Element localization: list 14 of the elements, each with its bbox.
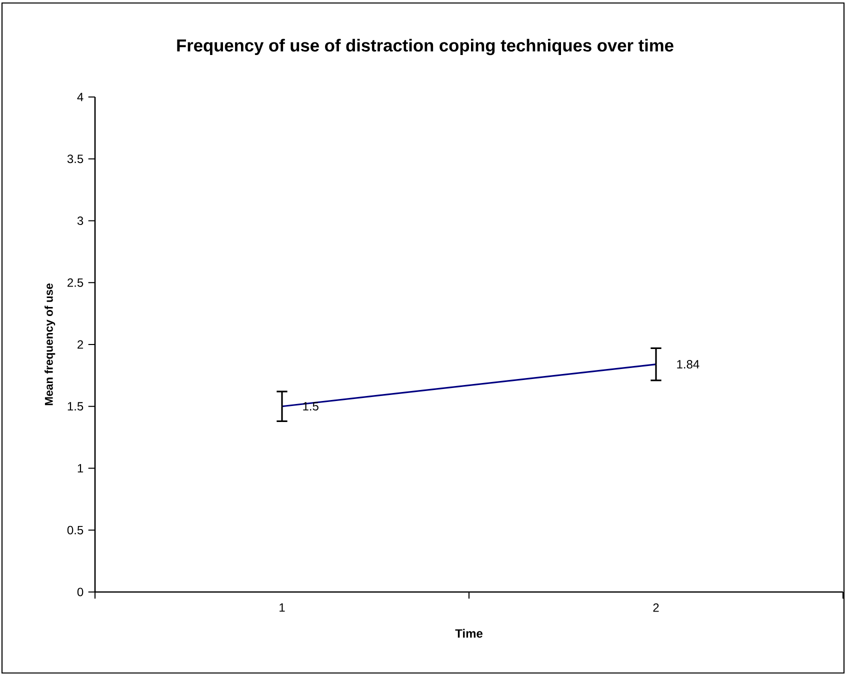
x-axis-title: Time <box>455 628 482 638</box>
y-tick-label: 1.5 <box>68 402 84 411</box>
data-label: 1.5 <box>303 402 318 411</box>
y-tick-label: 3.5 <box>67 154 84 164</box>
y-tick-label: 2.5 <box>68 278 84 287</box>
data-label: 1.84 <box>677 360 700 369</box>
y-tick-label: 0.5 <box>67 526 84 534</box>
y-tick-label: 4 <box>77 92 84 102</box>
y-tick-label: 0 <box>77 588 84 596</box>
chart-title: Frequency of use of distraction coping techniques over time <box>177 38 674 56</box>
y-tick-label: 1 <box>78 464 84 472</box>
y-tick-label: 2 <box>78 340 84 349</box>
y-axis-title: Mean frequency of use <box>44 283 56 406</box>
y-tick-label: 3 <box>77 216 84 225</box>
